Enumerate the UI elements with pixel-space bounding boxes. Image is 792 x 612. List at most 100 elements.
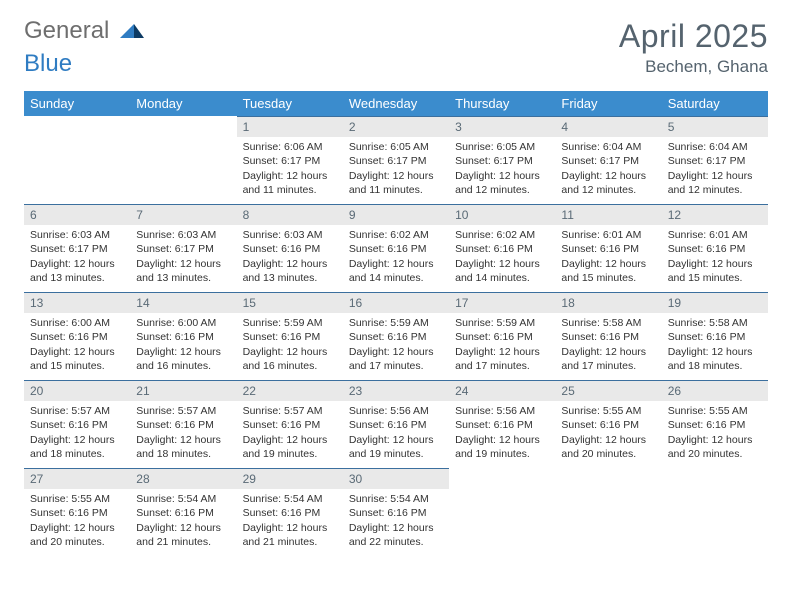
calendar-table: SundayMondayTuesdayWednesdayThursdayFrid… xyxy=(24,91,768,556)
sunrise-line: Sunrise: 5:59 AM xyxy=(243,316,337,330)
day-number: 27 xyxy=(24,468,130,489)
calendar-day-cell: 22Sunrise: 5:57 AMSunset: 6:16 PMDayligh… xyxy=(237,380,343,468)
calendar-day-cell: 23Sunrise: 5:56 AMSunset: 6:16 PMDayligh… xyxy=(343,380,449,468)
calendar-day-cell: 17Sunrise: 5:59 AMSunset: 6:16 PMDayligh… xyxy=(449,292,555,380)
day-body: Sunrise: 5:56 AMSunset: 6:16 PMDaylight:… xyxy=(343,401,449,467)
weekday-header: Saturday xyxy=(662,91,768,116)
weekday-header: Wednesday xyxy=(343,91,449,116)
day-body: Sunrise: 5:56 AMSunset: 6:16 PMDaylight:… xyxy=(449,401,555,467)
calendar-day-cell: 9Sunrise: 6:02 AMSunset: 6:16 PMDaylight… xyxy=(343,204,449,292)
daylight-line: Daylight: 12 hours and 11 minutes. xyxy=(349,169,443,197)
day-body: Sunrise: 6:03 AMSunset: 6:16 PMDaylight:… xyxy=(237,225,343,291)
weekday-header-row: SundayMondayTuesdayWednesdayThursdayFrid… xyxy=(24,91,768,116)
day-number: 19 xyxy=(662,292,768,313)
calendar-day-cell: . xyxy=(24,116,130,204)
day-body: Sunrise: 5:59 AMSunset: 6:16 PMDaylight:… xyxy=(237,313,343,379)
logo-word-2: Blue xyxy=(24,50,72,77)
sunset-line: Sunset: 6:16 PM xyxy=(561,330,655,344)
day-number: 7 xyxy=(130,204,236,225)
sunrise-line: Sunrise: 6:01 AM xyxy=(668,228,762,242)
daylight-line: Daylight: 12 hours and 12 minutes. xyxy=(668,169,762,197)
day-number: 21 xyxy=(130,380,236,401)
daylight-line: Daylight: 12 hours and 19 minutes. xyxy=(349,433,443,461)
day-body: Sunrise: 5:55 AMSunset: 6:16 PMDaylight:… xyxy=(662,401,768,467)
daylight-line: Daylight: 12 hours and 17 minutes. xyxy=(561,345,655,373)
day-number: 13 xyxy=(24,292,130,313)
daylight-line: Daylight: 12 hours and 15 minutes. xyxy=(561,257,655,285)
day-body: Sunrise: 6:00 AMSunset: 6:16 PMDaylight:… xyxy=(130,313,236,379)
calendar-day-cell: 14Sunrise: 6:00 AMSunset: 6:16 PMDayligh… xyxy=(130,292,236,380)
weekday-header: Tuesday xyxy=(237,91,343,116)
day-number: 18 xyxy=(555,292,661,313)
calendar-day-cell: 1Sunrise: 6:06 AMSunset: 6:17 PMDaylight… xyxy=(237,116,343,204)
day-number: 15 xyxy=(237,292,343,313)
calendar-week-row: 6Sunrise: 6:03 AMSunset: 6:17 PMDaylight… xyxy=(24,204,768,292)
sunset-line: Sunset: 6:16 PM xyxy=(349,330,443,344)
day-number: 8 xyxy=(237,204,343,225)
day-number: 26 xyxy=(662,380,768,401)
sunrise-line: Sunrise: 6:01 AM xyxy=(561,228,655,242)
calendar-day-cell: 29Sunrise: 5:54 AMSunset: 6:16 PMDayligh… xyxy=(237,468,343,556)
sunset-line: Sunset: 6:16 PM xyxy=(455,418,549,432)
sunrise-line: Sunrise: 6:05 AM xyxy=(349,140,443,154)
day-number: 4 xyxy=(555,116,661,137)
sunset-line: Sunset: 6:17 PM xyxy=(243,154,337,168)
sunset-line: Sunset: 6:17 PM xyxy=(455,154,549,168)
day-number: 24 xyxy=(449,380,555,401)
title-block: April 2025 Bechem, Ghana xyxy=(619,18,768,77)
daylight-line: Daylight: 12 hours and 14 minutes. xyxy=(349,257,443,285)
daylight-line: Daylight: 12 hours and 21 minutes. xyxy=(243,521,337,549)
calendar-day-cell: 18Sunrise: 5:58 AMSunset: 6:16 PMDayligh… xyxy=(555,292,661,380)
calendar-day-cell: 7Sunrise: 6:03 AMSunset: 6:17 PMDaylight… xyxy=(130,204,236,292)
day-number: 28 xyxy=(130,468,236,489)
day-body: Sunrise: 6:06 AMSunset: 6:17 PMDaylight:… xyxy=(237,137,343,203)
daylight-line: Daylight: 12 hours and 15 minutes. xyxy=(30,345,124,373)
sunrise-line: Sunrise: 6:03 AM xyxy=(30,228,124,242)
sunset-line: Sunset: 6:17 PM xyxy=(561,154,655,168)
sunset-line: Sunset: 6:16 PM xyxy=(136,418,230,432)
sunrise-line: Sunrise: 5:55 AM xyxy=(561,404,655,418)
day-number: 2 xyxy=(343,116,449,137)
day-body: Sunrise: 6:04 AMSunset: 6:17 PMDaylight:… xyxy=(555,137,661,203)
day-number: 14 xyxy=(130,292,236,313)
sunset-line: Sunset: 6:17 PM xyxy=(349,154,443,168)
calendar-week-row: 27Sunrise: 5:55 AMSunset: 6:16 PMDayligh… xyxy=(24,468,768,556)
sunset-line: Sunset: 6:16 PM xyxy=(349,242,443,256)
sunrise-line: Sunrise: 6:00 AM xyxy=(30,316,124,330)
sunrise-line: Sunrise: 5:56 AM xyxy=(455,404,549,418)
daylight-line: Daylight: 12 hours and 16 minutes. xyxy=(136,345,230,373)
day-body: Sunrise: 5:54 AMSunset: 6:16 PMDaylight:… xyxy=(237,489,343,555)
day-body: Sunrise: 5:59 AMSunset: 6:16 PMDaylight:… xyxy=(449,313,555,379)
calendar-week-row: 13Sunrise: 6:00 AMSunset: 6:16 PMDayligh… xyxy=(24,292,768,380)
day-number: 16 xyxy=(343,292,449,313)
daylight-line: Daylight: 12 hours and 18 minutes. xyxy=(136,433,230,461)
page-location: Bechem, Ghana xyxy=(619,57,768,77)
sunrise-line: Sunrise: 5:56 AM xyxy=(349,404,443,418)
daylight-line: Daylight: 12 hours and 22 minutes. xyxy=(349,521,443,549)
sunrise-line: Sunrise: 6:06 AM xyxy=(243,140,337,154)
calendar-day-cell: 27Sunrise: 5:55 AMSunset: 6:16 PMDayligh… xyxy=(24,468,130,556)
sunset-line: Sunset: 6:16 PM xyxy=(561,242,655,256)
calendar-day-cell: 30Sunrise: 5:54 AMSunset: 6:16 PMDayligh… xyxy=(343,468,449,556)
day-body: Sunrise: 5:57 AMSunset: 6:16 PMDaylight:… xyxy=(237,401,343,467)
day-body: Sunrise: 6:02 AMSunset: 6:16 PMDaylight:… xyxy=(343,225,449,291)
day-number: 30 xyxy=(343,468,449,489)
daylight-line: Daylight: 12 hours and 20 minutes. xyxy=(668,433,762,461)
day-body: Sunrise: 6:04 AMSunset: 6:17 PMDaylight:… xyxy=(662,137,768,203)
sunset-line: Sunset: 6:16 PM xyxy=(349,418,443,432)
day-body: Sunrise: 5:54 AMSunset: 6:16 PMDaylight:… xyxy=(130,489,236,555)
day-body: Sunrise: 6:03 AMSunset: 6:17 PMDaylight:… xyxy=(24,225,130,291)
calendar-day-cell: 20Sunrise: 5:57 AMSunset: 6:16 PMDayligh… xyxy=(24,380,130,468)
day-number: 9 xyxy=(343,204,449,225)
calendar-day-cell: 15Sunrise: 5:59 AMSunset: 6:16 PMDayligh… xyxy=(237,292,343,380)
day-body: Sunrise: 6:05 AMSunset: 6:17 PMDaylight:… xyxy=(343,137,449,203)
calendar-day-cell: 19Sunrise: 5:58 AMSunset: 6:16 PMDayligh… xyxy=(662,292,768,380)
calendar-day-cell: 26Sunrise: 5:55 AMSunset: 6:16 PMDayligh… xyxy=(662,380,768,468)
daylight-line: Daylight: 12 hours and 11 minutes. xyxy=(243,169,337,197)
sunset-line: Sunset: 6:16 PM xyxy=(243,330,337,344)
sunset-line: Sunset: 6:16 PM xyxy=(136,330,230,344)
weekday-header: Monday xyxy=(130,91,236,116)
day-number: 11 xyxy=(555,204,661,225)
day-body: Sunrise: 6:03 AMSunset: 6:17 PMDaylight:… xyxy=(130,225,236,291)
sunrise-line: Sunrise: 5:59 AM xyxy=(455,316,549,330)
